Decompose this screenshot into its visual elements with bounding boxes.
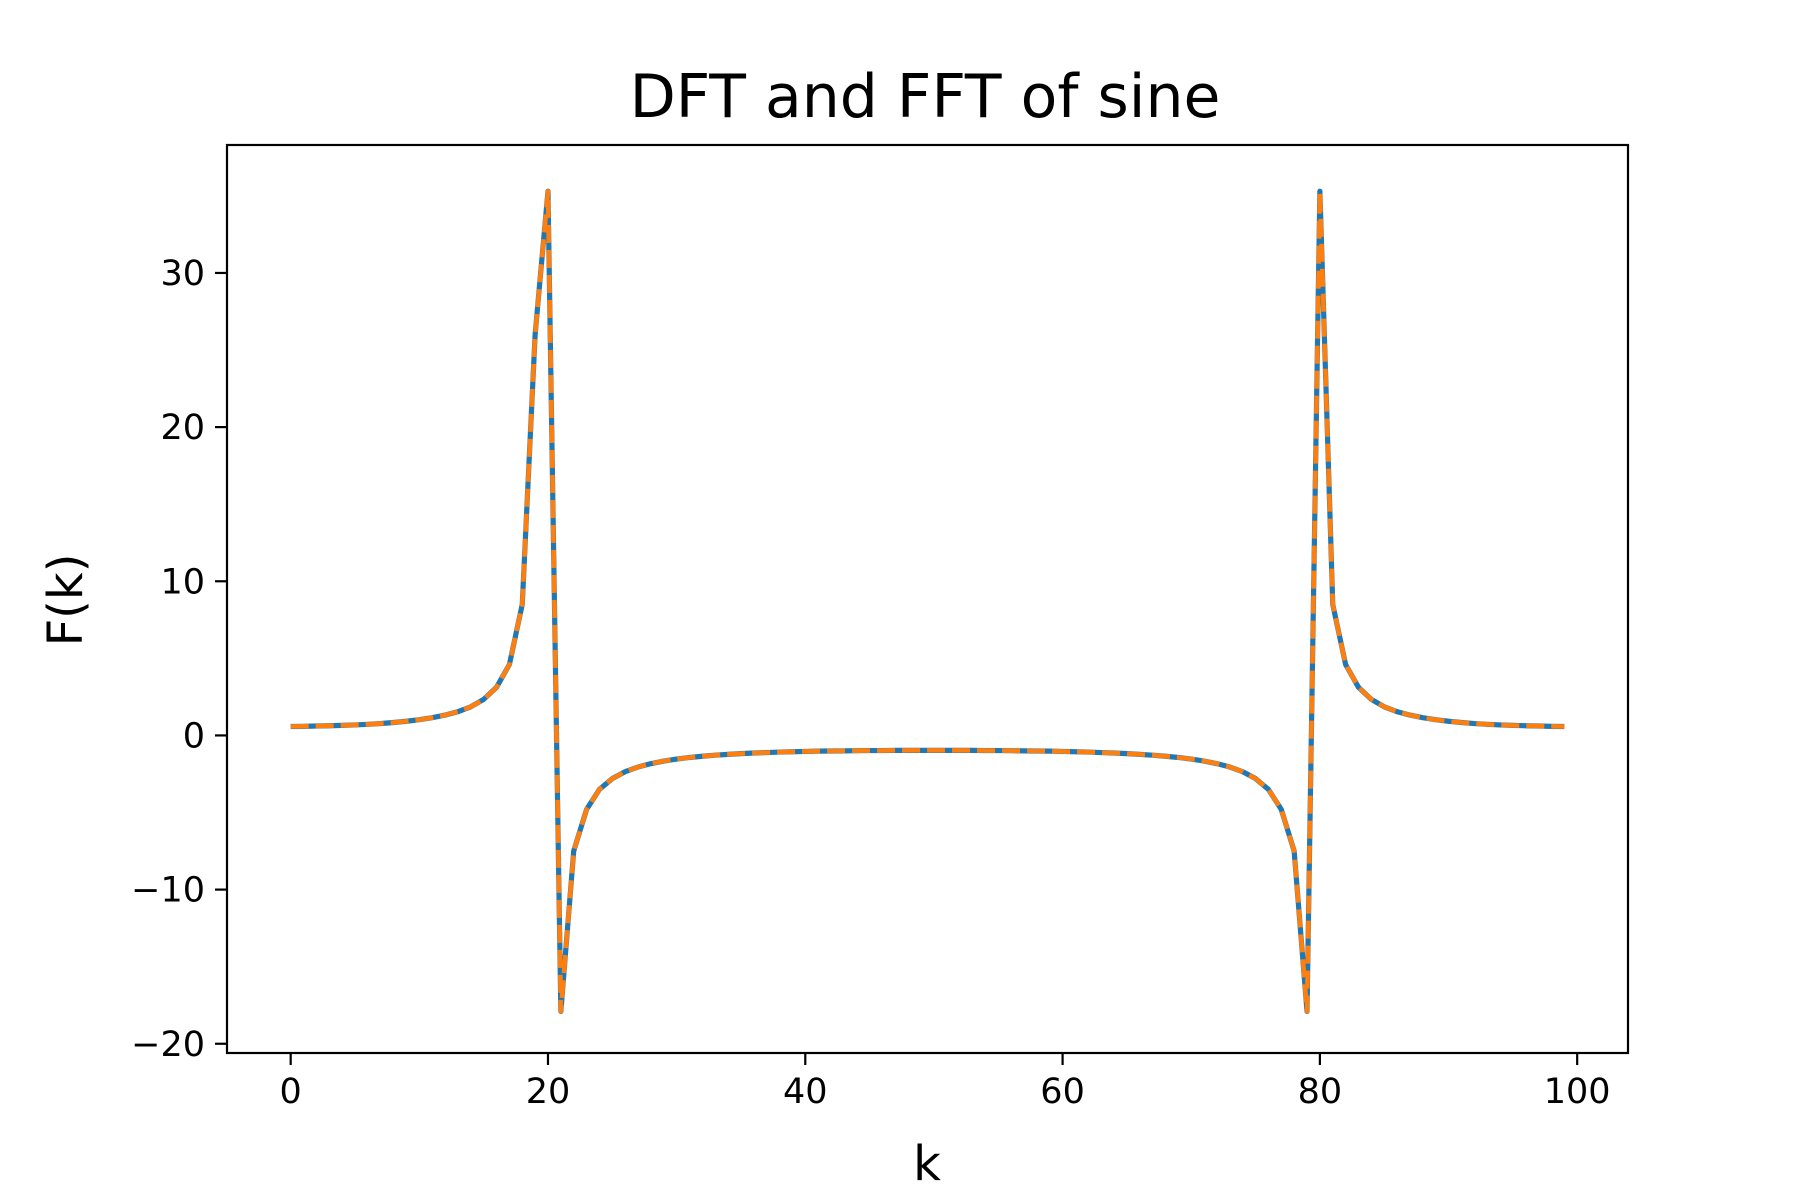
plot-frame bbox=[225, 143, 1630, 1055]
y-tick-label: 10 bbox=[160, 562, 205, 602]
x-tick-label: 80 bbox=[1298, 1072, 1343, 1112]
x-tick-label: 100 bbox=[1544, 1072, 1611, 1112]
x-axis-label: k bbox=[913, 1136, 941, 1192]
x-axis-ticks: 0 20 40 60 80 100 bbox=[280, 1053, 1611, 1112]
x-tick-label: 40 bbox=[783, 1072, 828, 1112]
y-tick-label: −10 bbox=[131, 871, 205, 911]
y-tick-label: 0 bbox=[183, 716, 205, 756]
y-axis-ticks: −20 −10 0 10 20 30 bbox=[131, 254, 227, 1065]
chart-title: DFT and FFT of sine bbox=[630, 62, 1221, 132]
x-tick-label: 20 bbox=[526, 1072, 571, 1112]
x-tick-label: 0 bbox=[280, 1072, 302, 1112]
series-layer bbox=[290, 188, 1565, 1014]
y-tick-label: −20 bbox=[131, 1025, 205, 1065]
y-tick-label: 20 bbox=[160, 408, 205, 448]
y-tick-label: 30 bbox=[160, 254, 205, 294]
series-line-2 bbox=[290, 188, 1565, 1014]
y-axis-label: F(k) bbox=[38, 554, 94, 647]
x-tick-label: 60 bbox=[1040, 1072, 1085, 1112]
